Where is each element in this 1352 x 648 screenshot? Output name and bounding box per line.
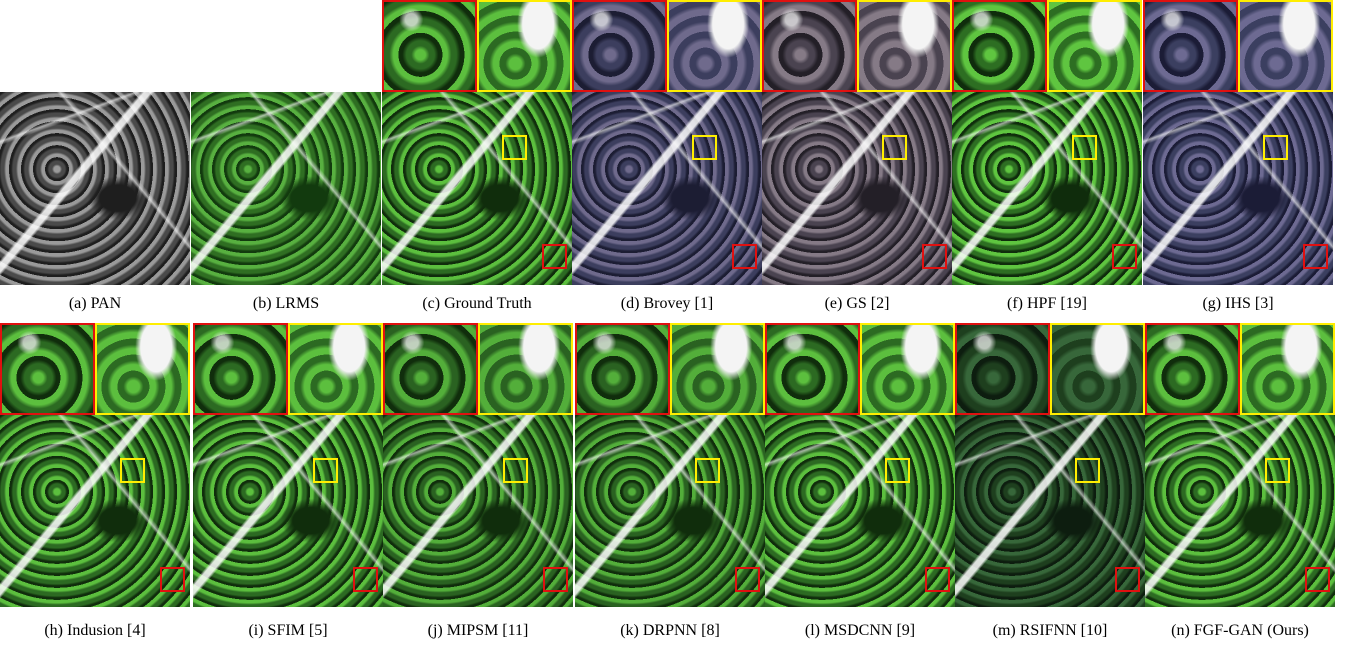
satellite-image — [193, 415, 383, 607]
satellite-image — [572, 92, 762, 285]
satellite-image — [382, 92, 572, 285]
red-box — [732, 244, 757, 269]
caption: (a) PAN — [0, 295, 190, 313]
red-box — [542, 244, 567, 269]
zoom-yellow — [477, 0, 572, 92]
satellite-image — [1145, 415, 1335, 607]
satellite-image — [383, 415, 573, 607]
zoom-red — [572, 0, 667, 92]
satellite-image — [0, 92, 190, 285]
zoom-red — [765, 323, 860, 415]
zoom-red — [952, 0, 1047, 92]
red-box — [1303, 244, 1328, 269]
yellow-box — [503, 458, 528, 483]
zoom-yellow — [857, 0, 952, 92]
yellow-box — [120, 458, 145, 483]
yellow-box — [885, 458, 910, 483]
red-box — [1115, 567, 1140, 592]
caption: (c) Ground Truth — [382, 295, 572, 313]
satellite-image — [952, 92, 1142, 285]
zoom-red — [0, 323, 95, 415]
zoom-yellow — [1240, 323, 1335, 415]
zoom-red — [193, 323, 288, 415]
yellow-box — [1075, 458, 1100, 483]
caption: (j) MIPSM [11] — [383, 622, 573, 640]
satellite-image — [0, 415, 190, 607]
caption: (e) GS [2] — [762, 295, 952, 313]
caption: (k) DRPNN [8] — [575, 622, 765, 640]
yellow-box — [1072, 135, 1097, 160]
zoom-red — [1145, 323, 1240, 415]
satellite-image — [191, 92, 381, 285]
zoom-yellow — [1050, 323, 1145, 415]
red-box — [353, 567, 378, 592]
zoom-yellow — [667, 0, 762, 92]
satellite-image — [575, 415, 765, 607]
satellite-image — [765, 415, 955, 607]
caption: (l) MSDCNN [9] — [765, 622, 955, 640]
yellow-box — [882, 135, 907, 160]
zoom-red — [382, 0, 477, 92]
zoom-red — [955, 323, 1050, 415]
caption: (b) LRMS — [191, 295, 381, 313]
caption: (i) SFIM [5] — [193, 622, 383, 640]
zoom-yellow — [478, 323, 573, 415]
yellow-box — [502, 135, 527, 160]
zoom-yellow — [288, 323, 383, 415]
zoom-yellow — [860, 323, 955, 415]
caption: (d) Brovey [1] — [572, 295, 762, 313]
figure: (a) PAN(b) LRMS(c) Ground Truth(d) Brove… — [0, 0, 1352, 648]
caption: (m) RSIFNN [10] — [955, 622, 1145, 640]
satellite-image — [762, 92, 952, 285]
red-box — [160, 567, 185, 592]
red-box — [1112, 244, 1137, 269]
yellow-box — [1265, 458, 1290, 483]
yellow-box — [695, 458, 720, 483]
zoom-red — [1143, 0, 1238, 92]
red-box — [543, 567, 568, 592]
zoom-yellow — [95, 323, 190, 415]
zoom-red — [762, 0, 857, 92]
red-box — [922, 244, 947, 269]
zoom-yellow — [1238, 0, 1333, 92]
zoom-red — [575, 323, 670, 415]
yellow-box — [692, 135, 717, 160]
yellow-box — [1263, 135, 1288, 160]
satellite-image — [1143, 92, 1333, 285]
satellite-image — [955, 415, 1145, 607]
red-box — [925, 567, 950, 592]
red-box — [735, 567, 760, 592]
yellow-box — [313, 458, 338, 483]
caption: (f) HPF [19] — [952, 295, 1142, 313]
zoom-yellow — [670, 323, 765, 415]
red-box — [1305, 567, 1330, 592]
caption: (n) FGF-GAN (Ours) — [1145, 622, 1335, 640]
zoom-red — [383, 323, 478, 415]
caption: (g) IHS [3] — [1143, 295, 1333, 313]
zoom-yellow — [1047, 0, 1142, 92]
caption: (h) Indusion [4] — [0, 622, 190, 640]
